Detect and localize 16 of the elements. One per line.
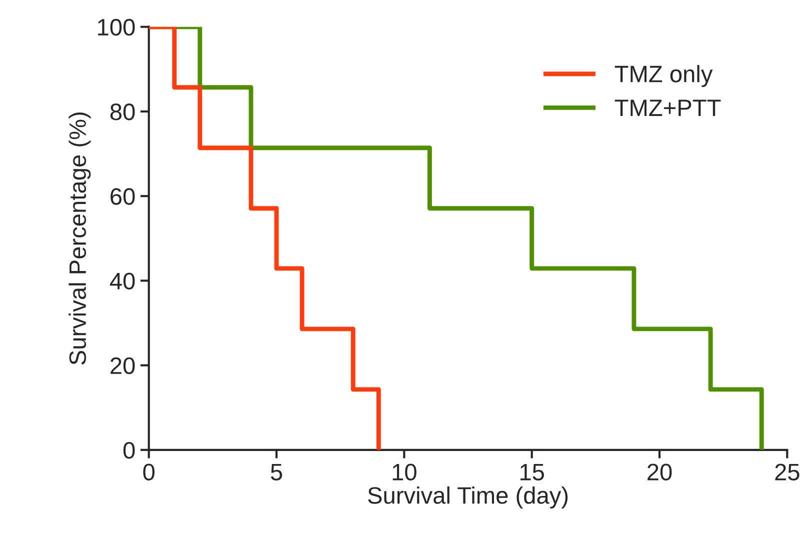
y-tick-label: 0	[123, 442, 135, 459]
x-tick-label: 20	[648, 464, 672, 480]
legend-label: TMZ only	[614, 65, 713, 88]
legend-label: TMZ+PTT	[614, 100, 721, 116]
x-tick-label: 25	[775, 464, 800, 480]
x-tick-label: 5	[270, 464, 282, 480]
y-tick-label: 100	[98, 18, 135, 36]
y-tick-label: 60	[110, 188, 135, 205]
x-axis-title: Survival Time (day)	[368, 486, 568, 509]
y-tick-label: 80	[110, 104, 135, 120]
y-axis-title: Survival Percentage (%)	[68, 112, 91, 365]
y-tick-label: 40	[110, 272, 135, 290]
y-tick-label: 20	[110, 357, 135, 374]
x-tick-label: 0	[143, 464, 154, 480]
x-tick-label: 15	[520, 464, 544, 480]
x-tick-label: 10	[392, 464, 416, 480]
